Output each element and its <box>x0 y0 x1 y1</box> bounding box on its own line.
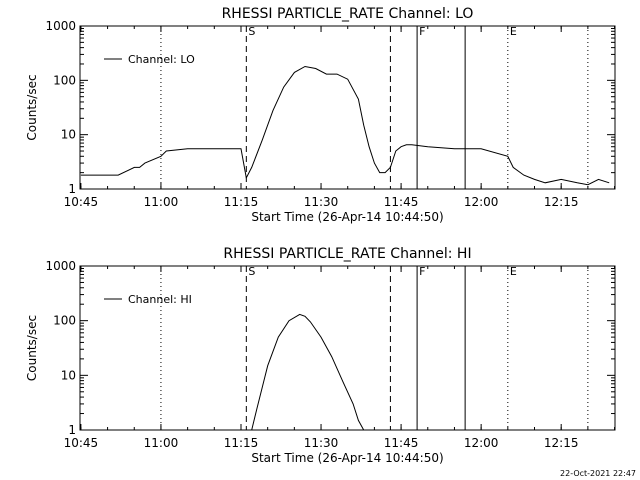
x-tick-label: 11:45 <box>384 195 419 209</box>
x-tick-label: 12:00 <box>464 195 499 209</box>
x-tick-label: 11:15 <box>224 195 259 209</box>
marker-label: F <box>419 265 425 278</box>
x-axis-label: Start Time (26-Apr-14 10:44:50) <box>251 210 443 224</box>
y-tick-label: 100 <box>53 314 76 328</box>
y-axis-label: Counts/sec <box>25 315 39 381</box>
y-tick-label: 1000 <box>45 19 76 33</box>
series-line <box>251 313 365 431</box>
y-tick-label: 10 <box>61 368 76 382</box>
x-tick-label: 11:15 <box>224 436 259 450</box>
x-tick-label: 10:45 <box>64 195 99 209</box>
x-tick-label: 11:00 <box>144 436 179 450</box>
marker-label: S <box>248 25 255 38</box>
marker-label: S <box>248 265 255 278</box>
x-tick-label: 11:30 <box>304 436 339 450</box>
x-tick-label: 10:45 <box>64 436 99 450</box>
x-tick-label: 12:15 <box>544 436 579 450</box>
y-tick-label: 1 <box>68 423 76 437</box>
x-tick-label: 11:45 <box>384 436 419 450</box>
series-line <box>80 65 610 186</box>
legend-label: Channel: HI <box>128 293 192 306</box>
x-tick-label: 12:00 <box>464 436 499 450</box>
legend-label: Channel: LO <box>128 53 195 66</box>
y-axis-label: Counts/sec <box>25 74 39 140</box>
marker-label: E <box>510 25 517 38</box>
y-tick-label: 10 <box>61 128 76 142</box>
x-tick-label: 11:30 <box>304 195 339 209</box>
y-tick-label: 100 <box>53 73 76 87</box>
chart-title: RHESSI PARTICLE_RATE Channel: HI <box>223 246 471 262</box>
x-tick-label: 12:15 <box>544 195 579 209</box>
y-tick-label: 1 <box>68 182 76 196</box>
footer-timestamp: 22-Oct-2021 22:47 <box>560 469 636 478</box>
x-axis-label: Start Time (26-Apr-14 10:44:50) <box>251 451 443 465</box>
chart-panel-lo: RHESSI PARTICLE_RATE Channel: LO S F E 10:45… <box>25 6 616 224</box>
x-tick-label: 11:00 <box>144 195 179 209</box>
chart-title: RHESSI PARTICLE_RATE Channel: LO <box>222 6 474 22</box>
marker-label: E <box>510 265 517 278</box>
marker-label: F <box>419 25 425 38</box>
y-tick-label: 1000 <box>45 259 76 273</box>
chart-panel-hi: RHESSI PARTICLE_RATE Channel: HI S F E 10:45… <box>25 246 616 465</box>
